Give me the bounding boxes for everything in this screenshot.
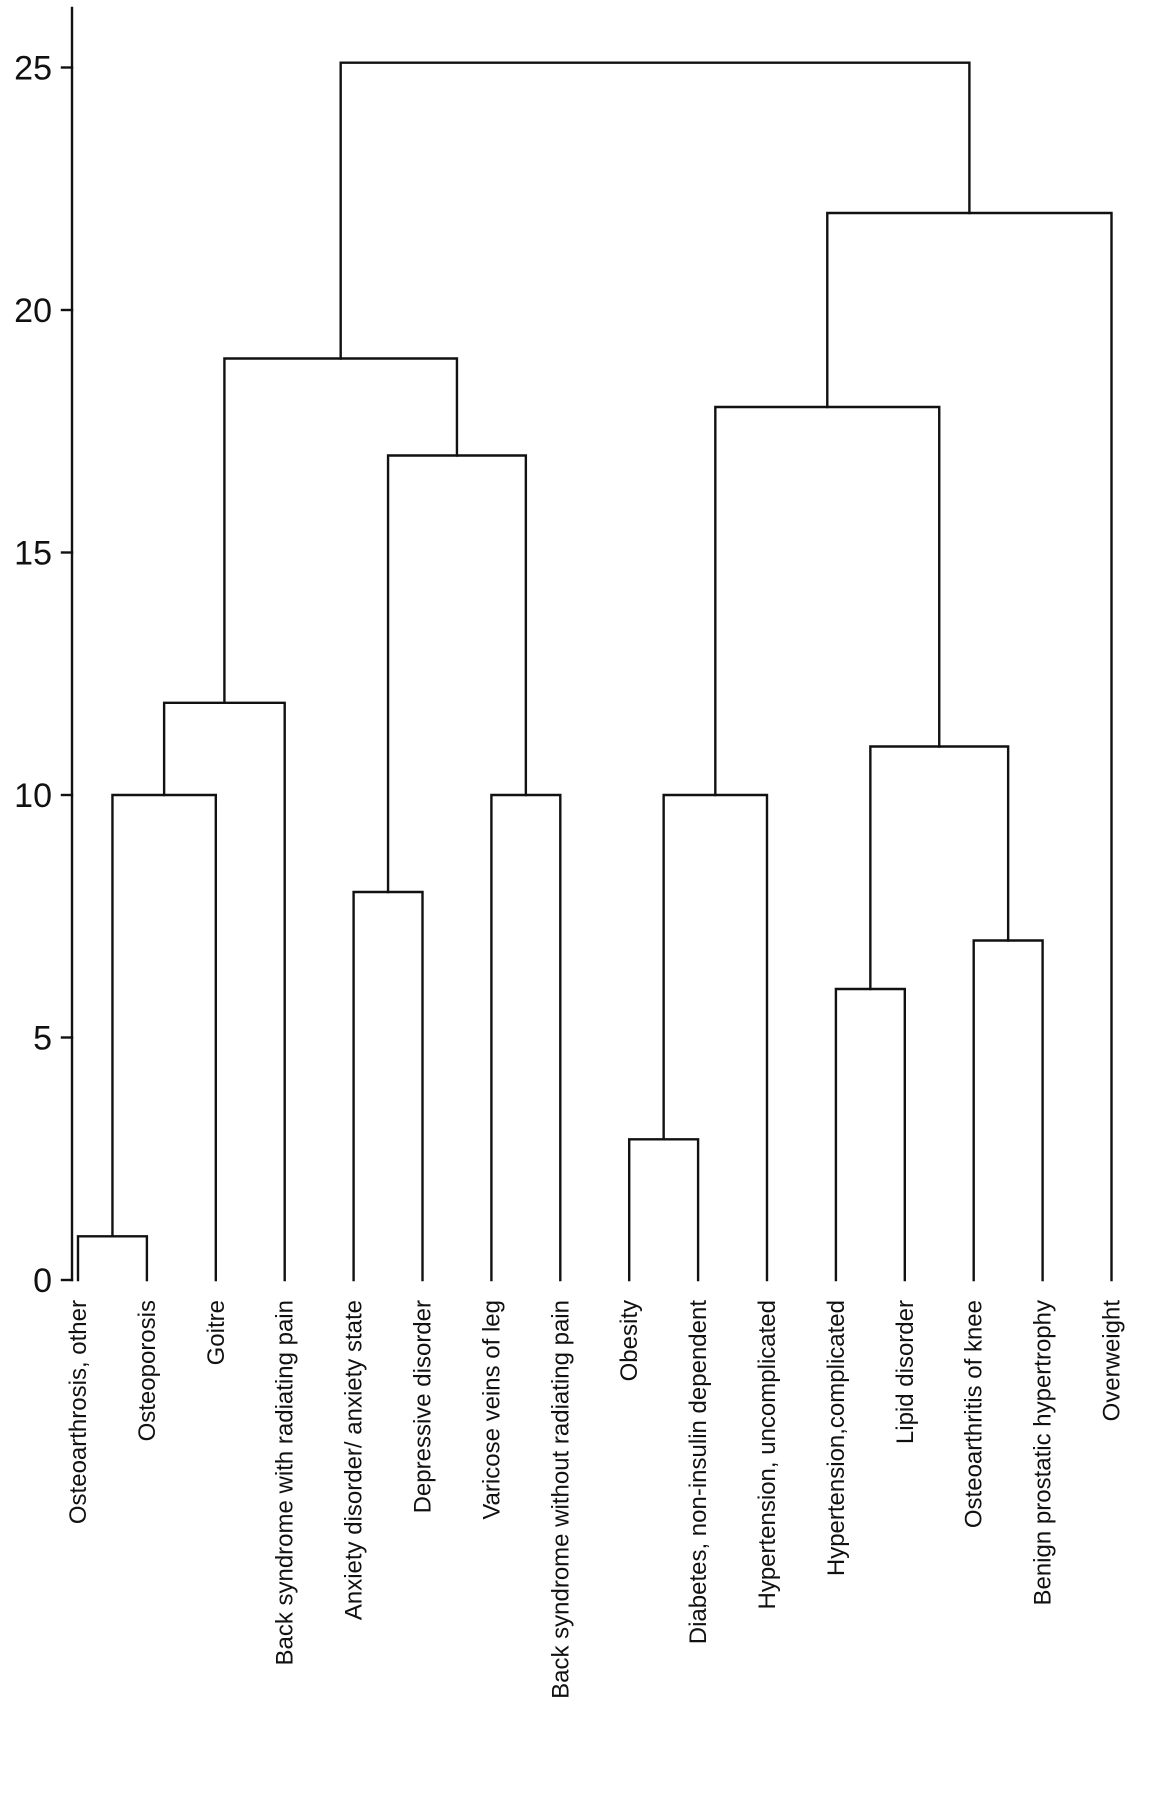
leaf-label: Benign prostatic hypertrophy: [1030, 1300, 1057, 1606]
dendrogram-link: [714, 405, 941, 797]
leaf-label: Obesity: [616, 1300, 643, 1381]
leaf-labels: Osteoarthrosis, other Osteoporosis Goitre B…: [65, 1300, 1126, 1699]
leaf-label: Anxiety disorder/ anxiety state: [341, 1300, 368, 1620]
y-tick-label: 5: [33, 1020, 52, 1058]
dendrogram-link: [972, 939, 1044, 1282]
dendrogram-link: [223, 357, 459, 705]
leaf-label: Goitre: [203, 1300, 230, 1365]
leaf-label: Osteoarthrosis, other: [65, 1300, 92, 1524]
leaf-label: Back syndrome with radiating pain: [272, 1300, 299, 1666]
dendrogram-link: [352, 890, 424, 1282]
leaf-label: Hypertension,complicated: [823, 1300, 850, 1576]
dendrogram-link: [339, 61, 971, 360]
y-tick-label: 10: [14, 777, 52, 815]
y-axis: 0 5 10 15 20 25: [14, 6, 74, 1300]
dendrogram-link: [628, 1138, 700, 1282]
leaf-label: Depressive disorder: [410, 1300, 437, 1513]
dendrogram-link: [76, 1235, 149, 1282]
leaf-label: Osteoporosis: [134, 1300, 161, 1441]
leaf-label: Lipid disorder: [892, 1300, 919, 1444]
dendrogram-link: [834, 987, 906, 1282]
leaf-label: Diabetes, non-insulin dependent: [685, 1300, 712, 1645]
y-tick-label: 20: [14, 292, 52, 330]
leaf-label: Osteoarthritis of knee: [961, 1300, 988, 1528]
y-tick-label: 25: [14, 50, 52, 88]
dendrogram-links: [76, 61, 1113, 1282]
dendrogram-link: [869, 745, 1010, 991]
dendrogram-link: [490, 793, 562, 1282]
leaf-label: Back syndrome without radiating pain: [547, 1300, 574, 1699]
y-tick-label: 0: [33, 1262, 52, 1300]
dendrogram-link: [111, 793, 217, 1282]
leaf-label: Overweight: [1099, 1300, 1126, 1422]
dendrogram-link: [662, 793, 769, 1282]
dendrogram-link: [162, 701, 286, 1282]
y-tick-label: 15: [14, 535, 52, 573]
leaf-label: Hypertension, uncomplicated: [754, 1300, 781, 1610]
dendrogram-link: [386, 454, 528, 894]
leaf-label: Varicose veins of leg: [478, 1300, 505, 1520]
